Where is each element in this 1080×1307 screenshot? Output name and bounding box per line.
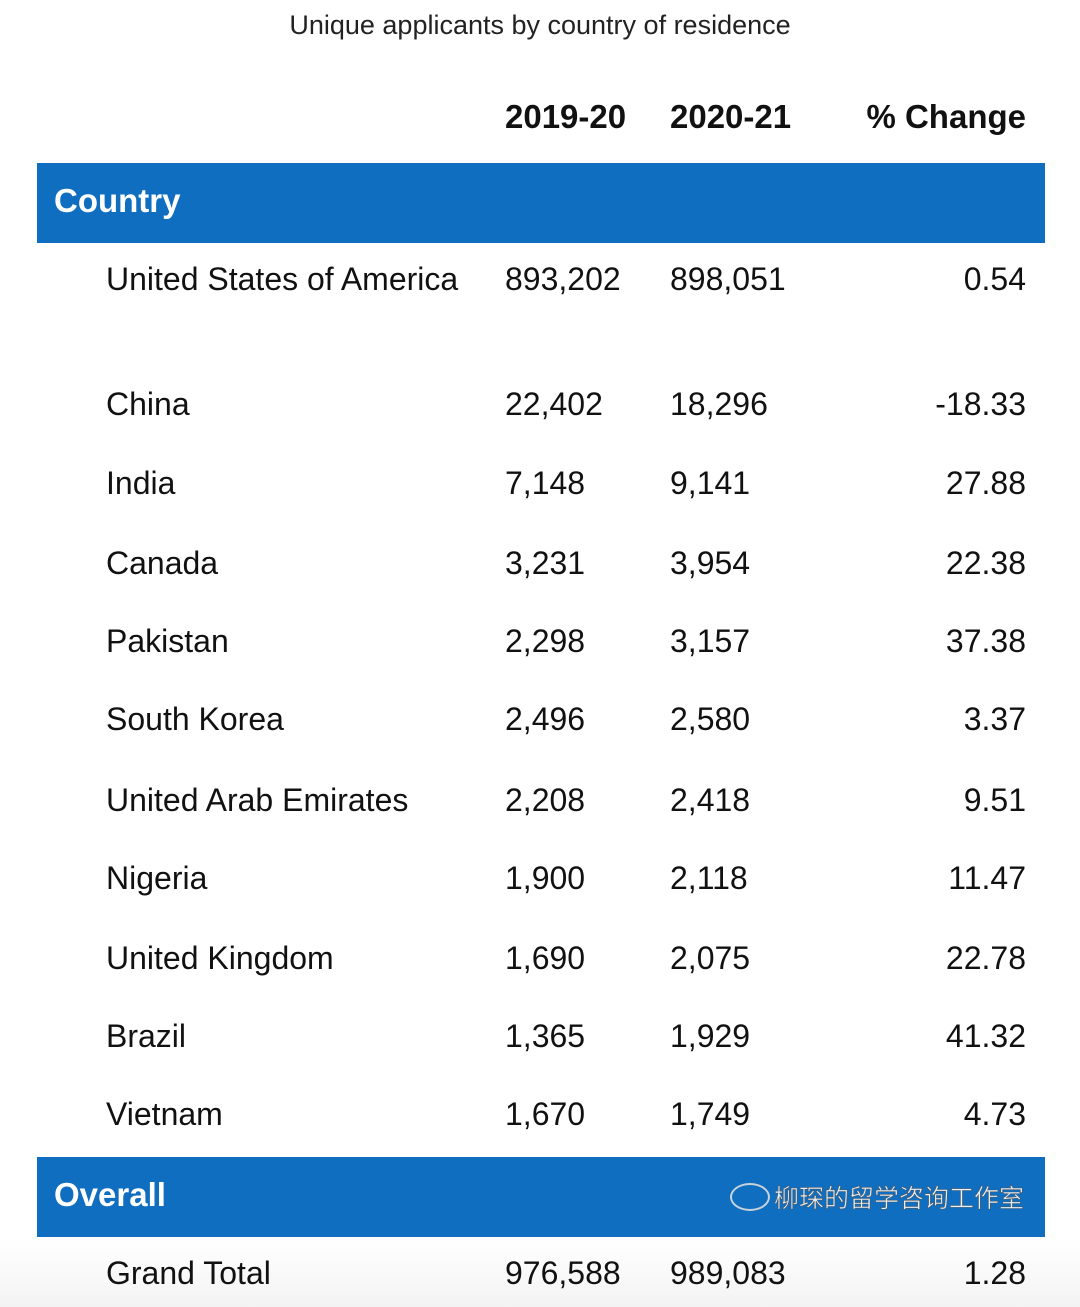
value-2020-21: 1,929 [670,1018,751,1054]
row-name: India [106,465,176,501]
watermark: 柳琛的留学咨询工作室 [730,1179,1024,1215]
value-2019-20: 1,690 [505,940,586,976]
bottom-fade [0,1240,1080,1307]
value-pct-change: 9.51 [963,782,1026,818]
row-name: Nigeria [106,860,208,896]
value-2019-20: 2,208 [505,782,586,818]
value-2020-21: 1,749 [670,1096,751,1132]
value-2019-20: 7,148 [505,465,586,501]
col-header-2019-20: 2019-20 [505,98,627,135]
row-name: South Korea [106,701,284,737]
value-pct-change: 0.54 [963,261,1026,297]
value-pct-change: -18.33 [935,386,1026,422]
value-pct-change: 27.88 [945,465,1026,501]
value-2020-21: 898,051 [670,261,786,297]
value-pct-change: 41.32 [945,1018,1026,1054]
row-name: United Kingdom [106,940,334,976]
value-2020-21: 2,075 [670,940,751,976]
row-name: Brazil [106,1018,187,1054]
value-2020-21: 3,954 [670,545,751,581]
row-name: United Arab Emirates [106,782,409,818]
col-header-2020-21: 2020-21 [670,98,792,135]
section-country: Country [37,163,1045,243]
row-name: Grand Total [106,1255,271,1291]
value-2020-21: 2,418 [670,782,751,818]
value-2020-21: 3,157 [670,623,751,659]
value-2019-20: 976,588 [505,1255,621,1291]
watermark-text: 柳琛的留学咨询工作室 [774,1185,1025,1214]
value-2019-20: 893,202 [505,261,621,297]
row-name: Pakistan [106,623,229,659]
table-title: Unique applicants by country of residenc… [289,10,791,40]
value-2020-21: 2,118 [670,860,748,896]
value-2020-21: 9,141 [670,465,751,501]
row-name: Canada [106,545,219,581]
row-name: China [106,386,190,422]
value-2020-21: 2,580 [670,701,751,737]
value-2019-20: 22,402 [505,386,603,422]
value-pct-change: 4.73 [963,1096,1026,1132]
value-2019-20: 3,231 [505,545,586,581]
value-pct-change: 3.37 [963,701,1026,737]
section-overall: Overall [37,1157,1045,1237]
value-2019-20: 2,496 [505,701,586,737]
wechat-icon [730,1183,770,1211]
value-2019-20: 2,298 [505,623,586,659]
value-2020-21: 989,083 [670,1255,786,1291]
row-name: United States of America [106,261,459,297]
value-2019-20: 1,670 [505,1096,586,1132]
row-name: Vietnam [106,1096,223,1132]
value-pct-change: 1.28 [963,1255,1026,1291]
value-pct-change: 37.38 [945,623,1026,659]
value-pct-change: 22.38 [945,545,1026,581]
value-2019-20: 1,365 [505,1018,586,1054]
value-pct-change: 22.78 [945,940,1026,976]
value-2020-21: 18,296 [670,386,768,422]
col-header-pct-change: % Change [866,98,1026,135]
value-pct-change: 11.47 [948,860,1026,896]
value-2019-20: 1,900 [505,860,586,896]
